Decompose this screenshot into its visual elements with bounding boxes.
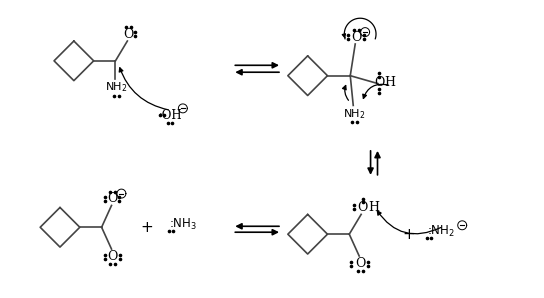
Text: NH$_2$: NH$_2$: [343, 107, 366, 121]
Text: ·OH: ·OH: [159, 109, 183, 122]
Text: O: O: [123, 28, 133, 41]
Text: O: O: [107, 192, 118, 205]
Text: O: O: [351, 31, 361, 44]
Text: O: O: [374, 76, 384, 89]
Text: O: O: [355, 257, 366, 270]
Text: NH$_2$: NH$_2$: [105, 81, 128, 94]
Text: +: +: [141, 220, 153, 235]
Text: O: O: [107, 251, 118, 263]
Text: H: H: [385, 76, 395, 89]
Text: H: H: [368, 201, 380, 214]
Text: :NH$_3$: :NH$_3$: [169, 217, 197, 232]
Text: :NH$_2$: :NH$_2$: [426, 224, 454, 239]
Text: O: O: [357, 201, 367, 214]
Text: +: +: [403, 227, 415, 242]
